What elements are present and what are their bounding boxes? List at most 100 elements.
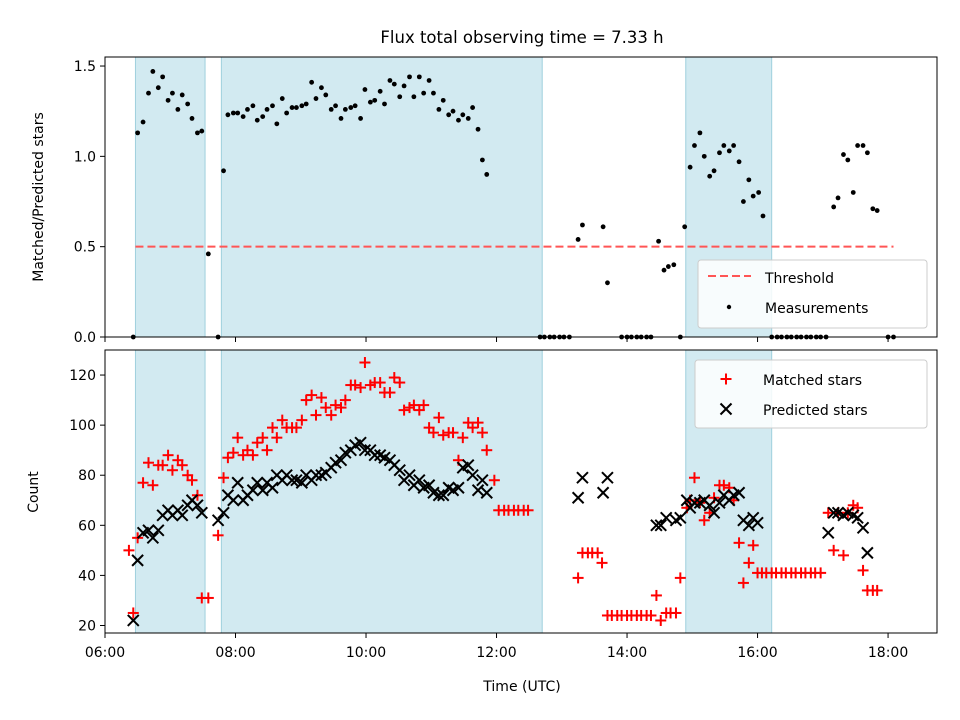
count-y-tick-label: 40 <box>78 568 96 584</box>
predicted-star-point <box>571 491 585 504</box>
predicted-star-point <box>393 464 406 477</box>
measurement-point <box>397 94 403 100</box>
measurement-point <box>841 152 846 157</box>
count-y-axis-label: Count <box>26 471 42 513</box>
matched-star-point <box>330 399 342 411</box>
matched-legend-swatch <box>720 373 732 385</box>
matched-star-point <box>257 432 269 444</box>
x-tick-label: 18:00 <box>868 645 908 661</box>
measurement-point <box>746 177 752 183</box>
ratio-legend: Threshold Measurements <box>697 259 928 329</box>
measurement-point <box>701 153 707 159</box>
matched-stars-points <box>123 357 883 626</box>
predicted-star-point <box>211 514 225 527</box>
predicted-star-point <box>266 481 279 494</box>
measurement-point <box>319 85 324 91</box>
measurement-point <box>431 90 436 96</box>
count-y-tick-label: 120 <box>69 368 96 384</box>
matched-star-point <box>871 584 883 596</box>
count-plot-frame <box>104 349 938 634</box>
matched-star-point <box>418 399 430 411</box>
measurement-point <box>299 103 305 109</box>
matched-star-point <box>572 572 584 584</box>
measurement-point <box>870 206 876 212</box>
measurement-point <box>580 222 585 228</box>
measurement-point <box>864 150 870 156</box>
predicted-star-point <box>131 554 144 567</box>
matched-star-point <box>394 377 406 389</box>
count-y-tick-label: 20 <box>78 618 96 634</box>
measurement-point <box>221 168 226 174</box>
matched-star-point <box>320 402 332 414</box>
predicted-star-point <box>432 489 446 502</box>
matched-star-point <box>437 429 449 441</box>
measurement-point <box>475 126 481 132</box>
predicted-star-point <box>413 474 426 487</box>
predicted-star-point <box>466 469 479 482</box>
measurement-point <box>387 78 393 83</box>
matched-star-point <box>645 609 657 621</box>
matched-star-point <box>127 607 139 619</box>
ratio-y-axis-label: Matched/Predicted stars <box>31 112 47 282</box>
count-x-axis: 06:00 08:00 10:00 12:00 14:00 16:00 18:00 <box>85 633 908 661</box>
predicted-star-point <box>191 499 204 512</box>
matched-star-point <box>325 409 337 421</box>
measurement-point <box>456 117 461 123</box>
measurement-point <box>835 195 841 201</box>
observing-window-band <box>220 56 543 338</box>
measurement-point <box>460 112 466 118</box>
matched-star-point <box>306 389 318 401</box>
predicted-star-point <box>462 458 475 472</box>
count-y-tick-label: 100 <box>69 418 96 434</box>
count-y-tick-label: 60 <box>78 518 96 534</box>
predicted-star-point <box>256 484 269 497</box>
measurement-point <box>170 90 175 96</box>
measurements-legend-label: Measurements <box>765 301 868 317</box>
x-axis-label: Time (UTC) <box>482 679 560 695</box>
measurement-point <box>358 116 363 121</box>
measurement-point <box>313 96 319 101</box>
measurement-point <box>155 85 161 91</box>
measurement-point <box>279 96 285 101</box>
matched-star-point <box>300 394 312 406</box>
predicted-legend-marker <box>719 402 733 416</box>
matched-star-point <box>355 382 367 394</box>
matched-star-point <box>718 479 730 491</box>
ratio-x-axis-ticks <box>104 337 889 342</box>
count-legend: Matched stars Predicted stars <box>694 359 928 429</box>
measurement-point <box>309 79 315 85</box>
matched-star-point <box>670 607 682 619</box>
matched-star-point <box>488 474 500 486</box>
x-tick-label: 12:00 <box>476 645 516 661</box>
predicted-star-point <box>851 511 864 525</box>
measurement-point <box>225 112 231 118</box>
measurement-point <box>436 106 442 112</box>
predicted-star-point <box>195 506 209 519</box>
measurement-point <box>726 148 732 154</box>
measurement-point <box>195 130 200 136</box>
predicted-star-point <box>437 489 450 502</box>
measurement-point <box>240 114 246 120</box>
matched-star-point <box>143 457 155 469</box>
measurement-point <box>401 83 407 89</box>
x-tick-label: 14:00 <box>607 645 647 661</box>
measurement-point <box>600 224 606 230</box>
measurement-point <box>411 94 417 100</box>
predicted-star-point <box>334 453 348 467</box>
chart-title: Flux total observing time = 7.33 h <box>380 28 663 47</box>
ratio-legend-box <box>697 259 928 329</box>
predicted-star-point <box>422 479 436 492</box>
predicted-star-point <box>601 471 614 484</box>
matched-star-point <box>815 567 827 579</box>
matched-star-point <box>374 377 386 389</box>
matched-star-point <box>522 504 534 516</box>
matched-star-point <box>359 357 371 369</box>
measurement-point <box>179 92 185 98</box>
measurement-point <box>831 204 837 210</box>
ratio-y-tick-label: 1.5 <box>74 59 96 75</box>
predicted-star-point <box>227 494 240 507</box>
matched-star-point <box>339 394 351 406</box>
measurement-point <box>333 103 338 109</box>
matched-star-point <box>335 402 347 414</box>
measurement-point <box>289 105 295 110</box>
